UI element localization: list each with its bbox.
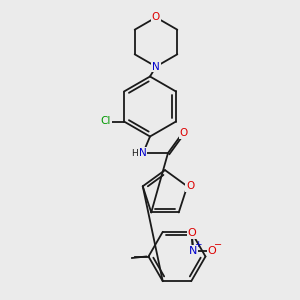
Text: O: O	[179, 128, 188, 139]
Text: O: O	[188, 228, 197, 238]
Text: O: O	[186, 181, 194, 191]
Text: H: H	[131, 148, 137, 158]
Text: N: N	[189, 246, 197, 256]
Text: +: +	[194, 240, 202, 249]
Text: N: N	[139, 148, 146, 158]
Text: N: N	[152, 61, 160, 72]
Text: O: O	[208, 246, 217, 256]
Text: Cl: Cl	[101, 116, 111, 127]
Text: O: O	[152, 12, 160, 22]
Text: −: −	[214, 240, 222, 250]
